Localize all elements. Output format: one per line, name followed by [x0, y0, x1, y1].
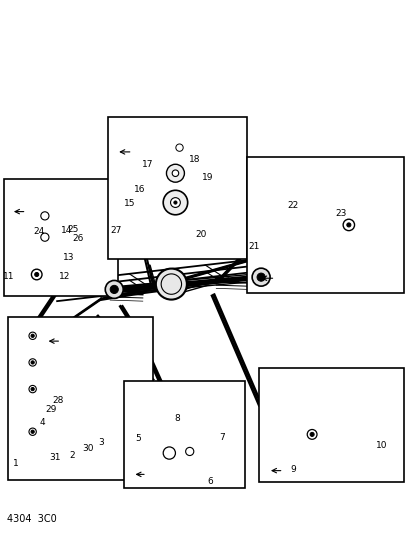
Circle shape: [252, 268, 270, 286]
Circle shape: [186, 447, 194, 456]
Text: 23: 23: [335, 209, 347, 217]
Text: 2: 2: [70, 451, 75, 460]
Circle shape: [29, 359, 36, 366]
Bar: [259, 368, 404, 482]
Text: 20: 20: [195, 230, 206, 239]
Circle shape: [31, 334, 34, 337]
Circle shape: [41, 233, 49, 241]
Circle shape: [41, 212, 49, 220]
Text: 12: 12: [59, 272, 70, 280]
Text: 9: 9: [290, 465, 296, 473]
Bar: [4, 179, 118, 296]
Circle shape: [31, 269, 42, 280]
Text: 10: 10: [376, 441, 387, 449]
Circle shape: [29, 332, 36, 340]
Circle shape: [29, 385, 36, 393]
Text: 7: 7: [220, 433, 225, 441]
Text: 26: 26: [73, 235, 84, 243]
Bar: [124, 381, 245, 488]
Text: 8: 8: [175, 414, 180, 423]
Bar: [8, 317, 153, 480]
Circle shape: [29, 428, 36, 435]
Circle shape: [171, 198, 180, 207]
Circle shape: [156, 269, 187, 300]
Circle shape: [176, 144, 183, 151]
Text: 1: 1: [13, 459, 19, 468]
Text: 13: 13: [63, 254, 74, 262]
Circle shape: [163, 190, 188, 215]
Text: 24: 24: [33, 228, 44, 236]
Circle shape: [307, 430, 317, 439]
Text: 16: 16: [134, 185, 145, 193]
Text: 15: 15: [124, 199, 135, 208]
Text: 4304  3C0: 4304 3C0: [7, 514, 57, 524]
Text: 17: 17: [142, 160, 153, 168]
Circle shape: [347, 223, 351, 227]
Text: 4: 4: [40, 418, 46, 427]
Text: 6: 6: [207, 477, 213, 486]
Text: 11: 11: [3, 272, 15, 280]
Circle shape: [166, 164, 184, 182]
Circle shape: [310, 432, 314, 437]
Circle shape: [257, 273, 265, 281]
Circle shape: [31, 387, 34, 391]
Circle shape: [31, 361, 34, 364]
Text: 18: 18: [189, 156, 201, 164]
Bar: [108, 117, 247, 259]
Circle shape: [174, 201, 177, 204]
Text: 22: 22: [287, 201, 299, 209]
Text: 25: 25: [67, 225, 78, 233]
Circle shape: [31, 430, 34, 433]
Text: 19: 19: [202, 173, 214, 182]
Bar: [247, 157, 404, 293]
Circle shape: [105, 280, 123, 298]
Text: 29: 29: [45, 405, 57, 414]
Text: 27: 27: [111, 226, 122, 235]
Circle shape: [161, 274, 182, 294]
Text: 21: 21: [248, 243, 259, 251]
Text: 28: 28: [53, 397, 64, 405]
Text: 30: 30: [82, 445, 93, 453]
Text: 14: 14: [61, 226, 72, 235]
Circle shape: [172, 170, 179, 176]
Text: 5: 5: [135, 434, 141, 443]
Text: 31: 31: [49, 453, 61, 462]
Text: 3: 3: [98, 438, 104, 447]
Circle shape: [343, 219, 355, 231]
Circle shape: [163, 447, 175, 459]
Circle shape: [35, 272, 39, 277]
Circle shape: [110, 285, 118, 294]
